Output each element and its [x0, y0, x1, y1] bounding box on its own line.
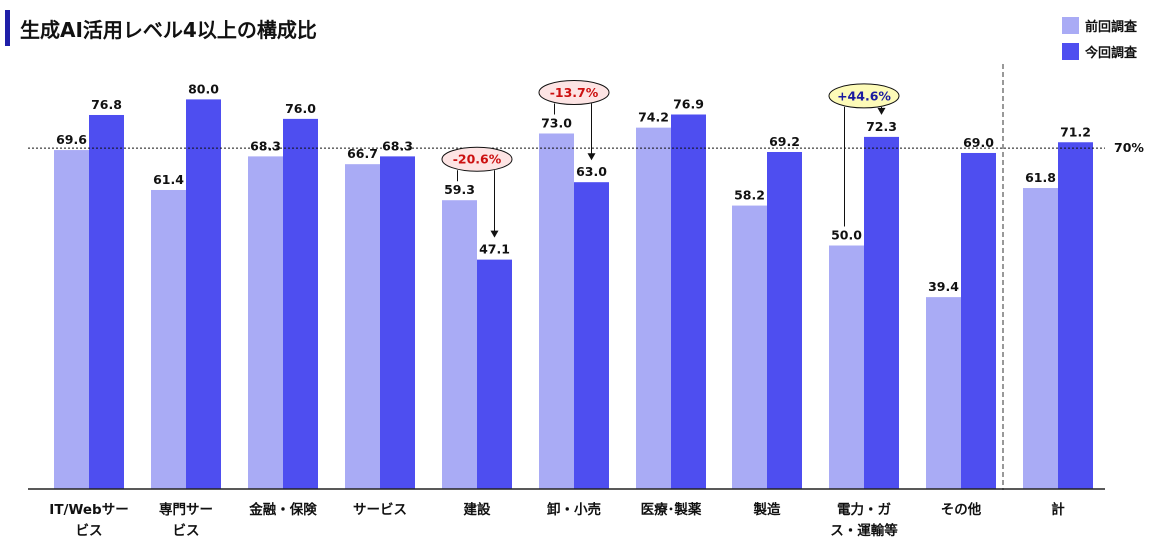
value-label: 68.3: [250, 138, 281, 153]
value-label: 50.0: [831, 228, 862, 243]
bar-previous: [636, 127, 671, 489]
value-label: 76.8: [91, 97, 122, 112]
category-label: ス・運輸等: [830, 522, 898, 539]
legend-swatch-previous: [1062, 16, 1079, 34]
bar-current: [477, 259, 512, 489]
legend-swatch-current: [1062, 42, 1079, 60]
category-label: 金融・保険: [248, 501, 317, 518]
value-label: 68.3: [382, 138, 413, 153]
category-label: 計: [1051, 501, 1065, 518]
value-label: 71.2: [1060, 124, 1091, 139]
value-label: 76.9: [673, 96, 704, 111]
category-label: その他: [941, 501, 982, 518]
value-label: 59.3: [444, 182, 475, 197]
value-label: 69.6: [56, 132, 87, 147]
value-label: 63.0: [576, 164, 607, 179]
bar-previous: [539, 133, 574, 490]
bar-current: [574, 182, 609, 489]
bar-current: [380, 156, 415, 489]
annotation-arrowhead: [490, 230, 499, 238]
bar-current: [186, 99, 221, 490]
bar-current: [864, 136, 899, 490]
bar-current: [767, 151, 802, 489]
bar-current: [283, 118, 318, 489]
annotation-bubble: [441, 146, 513, 172]
bar-current: [1058, 142, 1093, 490]
chart-title: 生成AI活用レベル4以上の構成比: [20, 18, 317, 42]
value-label: 73.0: [541, 115, 572, 130]
bar-previous: [54, 150, 89, 489]
value-label: 61.8: [1025, 170, 1056, 185]
value-label: 76.0: [285, 101, 316, 116]
bar-current: [89, 114, 124, 489]
legend-label-current: 今回調査: [1085, 45, 1138, 61]
bar-current: [671, 114, 706, 489]
value-label: 58.2: [734, 188, 765, 203]
annotation-arrowhead: [587, 153, 596, 161]
category-label: ビス: [76, 523, 103, 539]
value-label: 69.2: [769, 134, 800, 149]
value-label: 47.1: [479, 242, 510, 257]
legend-label-previous: 前回調査: [1085, 19, 1138, 35]
category-label: 電力・ガ: [837, 501, 891, 518]
annotation-text: -20.6%: [453, 152, 502, 167]
bar-previous: [1023, 188, 1058, 489]
annotation-text: +44.6%: [837, 88, 891, 103]
annotation-text: -13.7%: [550, 85, 599, 100]
legend-item-previous: 前回調査: [1062, 14, 1137, 36]
bar-previous: [248, 156, 283, 489]
annotation-arrowhead: [877, 107, 886, 115]
annotation-bubble: [538, 79, 610, 105]
legend: 前回調査 今回調査: [1062, 14, 1137, 66]
value-label: 69.0: [963, 135, 994, 150]
bar-previous: [732, 205, 767, 490]
bar-previous: [442, 200, 477, 490]
category-label: 製造: [753, 501, 782, 518]
category-label: IT/Webサー: [49, 502, 128, 518]
bar-previous: [829, 245, 864, 489]
title-accent-bar: [5, 10, 10, 46]
annotation-bubble: [828, 83, 900, 109]
category-label: サービス: [353, 502, 407, 518]
category-label: 医療･製薬: [641, 501, 702, 518]
value-label: 72.3: [866, 119, 897, 134]
bar-previous: [345, 164, 380, 489]
category-label: ビス: [173, 523, 200, 539]
category-label: 建設: [463, 501, 491, 518]
value-label: 61.4: [153, 172, 184, 187]
category-label: 卸・小売: [547, 501, 601, 518]
value-label: 74.2: [638, 110, 669, 125]
bar-previous: [926, 297, 961, 489]
category-label: 専門サー: [159, 501, 213, 518]
legend-item-current: 今回調査: [1062, 40, 1137, 62]
value-label: 66.7: [347, 146, 378, 161]
value-label: 80.0: [188, 81, 219, 96]
reference-line-label: 70%: [1114, 140, 1144, 155]
value-label: 39.4: [928, 279, 959, 294]
bar-previous: [151, 189, 186, 489]
bar-current: [961, 152, 996, 489]
